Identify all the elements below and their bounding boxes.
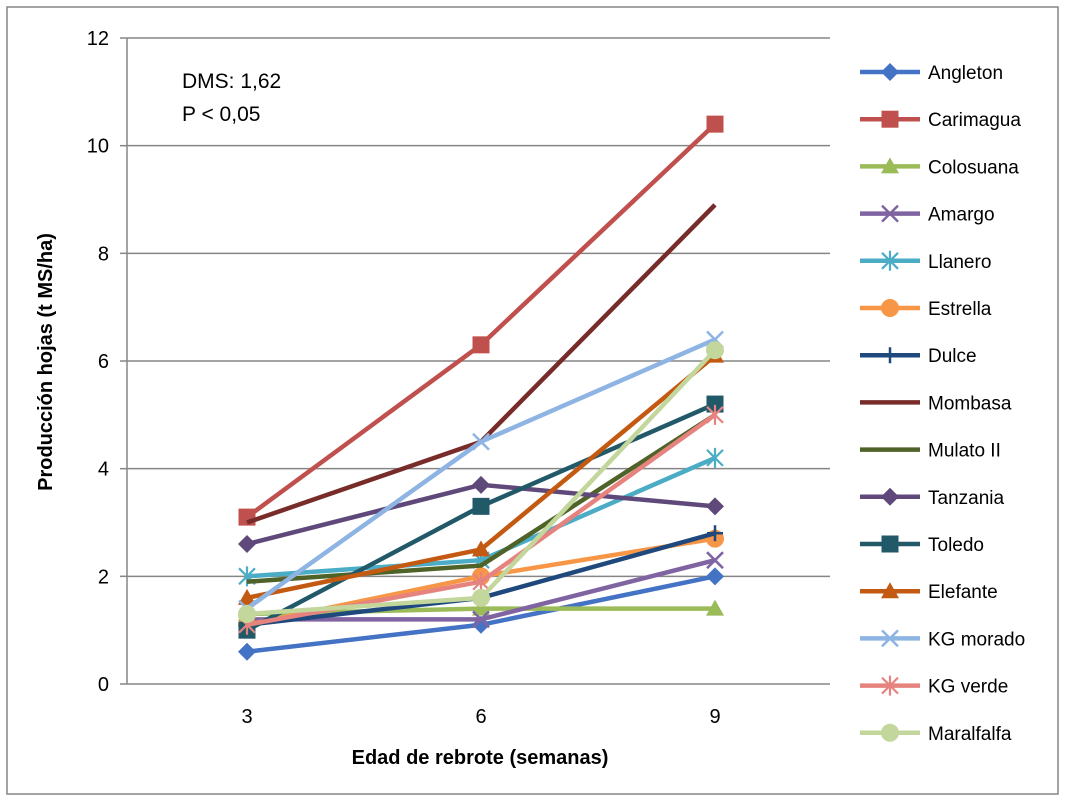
legend-label: Toledo [928, 535, 984, 556]
annotation-dms: DMS: 1,62 [182, 70, 281, 93]
data-point-amargo [472, 610, 490, 629]
legend-entry-estrella: Estrella [860, 299, 992, 320]
data-point-kg-verde [472, 571, 490, 592]
legend-marker [881, 487, 899, 506]
y-tick-label: 0 [98, 674, 109, 696]
legend-marker [881, 535, 899, 553]
data-point-elefante [472, 540, 490, 557]
data-point-maralfalfa [238, 605, 256, 624]
legend-marker [881, 675, 899, 696]
series-line-mulato-ii [246, 412, 717, 584]
data-point-amargo [706, 551, 724, 570]
legend: Angleton Carimagua Colosuana Amargo Llanero E… [860, 63, 1025, 745]
series-amargo [238, 551, 724, 629]
series-toledo [238, 395, 724, 639]
y-tick-label: 6 [98, 351, 109, 373]
data-point-colosuana [706, 599, 724, 616]
y-tick-label: 4 [98, 459, 109, 481]
legend-marker [881, 204, 899, 223]
data-point-carimagua [472, 336, 490, 354]
legend-label: Amargo [928, 205, 995, 226]
legend-marker [881, 723, 899, 742]
legend-marker [881, 157, 899, 174]
legend-entry-maralfalfa: Maralfalfa [860, 723, 1012, 745]
data-point-angleton [706, 567, 724, 586]
data-point-toledo [706, 395, 724, 413]
legend-marker [881, 582, 899, 599]
series-elefante [238, 346, 724, 605]
legend-label: Llanero [928, 252, 991, 273]
data-point-tanzania [238, 535, 256, 554]
legend-entry-dulce: Dulce [860, 346, 977, 367]
data-point-tanzania [706, 497, 724, 516]
legend-entry-kg-verde: KG verde [860, 675, 1008, 698]
legend-marker [881, 250, 899, 271]
legend-marker [881, 299, 899, 317]
axes: 0 2 4 6 8 10 12 3 6 9 [87, 28, 830, 728]
legend-label: Maralfalfa [928, 724, 1012, 745]
legend-label: Carimagua [928, 110, 1021, 131]
legend-entry-elefante: Elefante [860, 582, 998, 603]
x-tick-label: 3 [241, 706, 252, 728]
series-llanero [238, 447, 724, 587]
legend-label: Mombasa [928, 393, 1012, 414]
legend-entry-toledo: Toledo [860, 535, 984, 556]
legend-label: Elefante [928, 582, 998, 603]
legend-label: Angleton [928, 63, 1003, 84]
legend-label: Estrella [928, 299, 992, 320]
series-carimagua [238, 115, 724, 526]
legend-label: KG verde [928, 677, 1008, 698]
legend-label: Colosuana [928, 157, 1019, 178]
series-maralfalfa [238, 341, 724, 624]
annotation-p-value: P < 0,05 [182, 103, 260, 126]
legend-label: Dulce [928, 346, 977, 367]
series-mulato-ii [246, 412, 717, 584]
legend-marker [882, 347, 898, 364]
data-point-llanero [706, 447, 724, 468]
x-tick-label: 9 [709, 706, 720, 728]
series-tanzania [238, 475, 724, 554]
legend-entry-angleton: Angleton [860, 63, 1003, 84]
legend-marker [881, 63, 899, 81]
legend-entry-tanzania: Tanzania [860, 487, 1004, 509]
data-point-kg-morado [472, 432, 490, 451]
legend-entry-mombasa: Mombasa [860, 393, 1012, 414]
legend-entry-colosuana: Colosuana [860, 157, 1019, 178]
data-point-kg-verde [706, 404, 724, 425]
y-tick-label: 12 [87, 28, 109, 50]
legend-entry-amargo: Amargo [860, 205, 995, 226]
legend-entry-llanero: Llanero [860, 250, 991, 273]
legend-marker [881, 110, 899, 128]
legend-entry-mulato-ii: Mulato II [860, 441, 1001, 462]
data-point-colosuana [472, 599, 490, 616]
x-tick-label: 6 [475, 706, 486, 728]
legend-entry-kg-morado: KG morado [860, 629, 1025, 650]
legend-label: Tanzania [928, 488, 1004, 509]
y-axis-title: Producción hojas (t MS/ha) [35, 233, 57, 491]
y-tick-label: 2 [98, 566, 109, 588]
legend-label: KG morado [928, 629, 1025, 650]
x-axis-title: Edad de rebrote (semanas) [352, 747, 609, 769]
data-point-angleton [238, 642, 256, 661]
data-point-dulce [707, 525, 723, 542]
legend-entry-carimagua: Carimagua [860, 110, 1021, 131]
data-point-toledo [472, 497, 490, 515]
legend-label: Mulato II [928, 441, 1001, 462]
y-tick-label: 10 [87, 136, 109, 158]
series-lines [238, 115, 724, 661]
y-tick-label: 8 [98, 243, 109, 265]
legend-marker [881, 629, 899, 648]
data-point-maralfalfa [706, 341, 724, 360]
data-point-carimagua [706, 115, 724, 133]
data-point-maralfalfa [472, 588, 490, 607]
data-point-carimagua [238, 508, 256, 526]
data-point-elefante [238, 588, 256, 605]
data-point-tanzania [472, 475, 490, 494]
